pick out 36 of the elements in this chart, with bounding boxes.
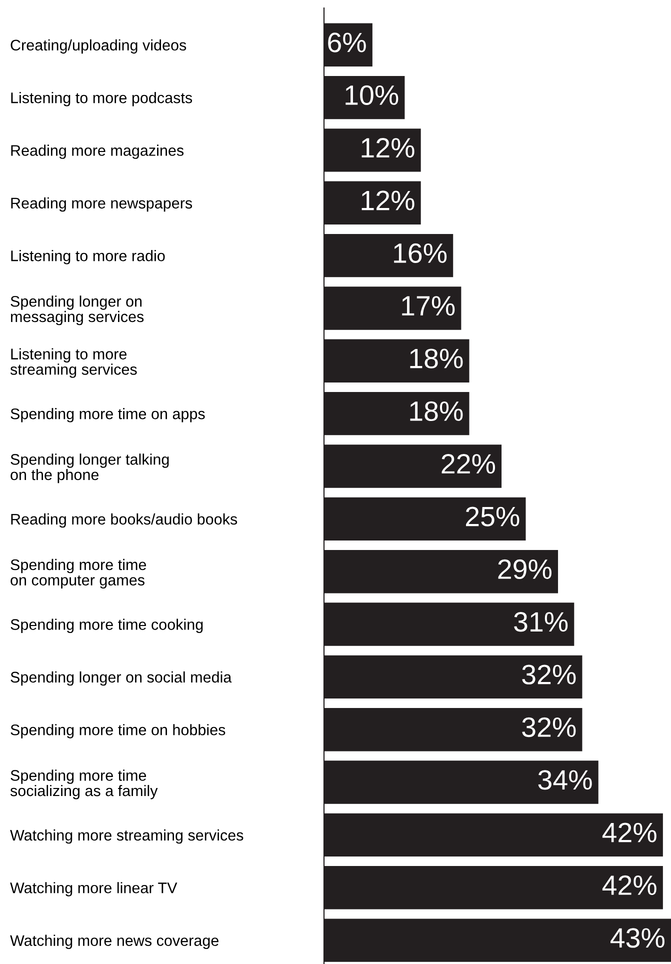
- data-label: 31%: [514, 612, 568, 632]
- data-label: 12%: [362, 138, 414, 158]
- y-tick-label: Spending more time on apps: [10, 408, 205, 422]
- data-label: 42%: [602, 822, 656, 842]
- data-label: 18%: [410, 348, 463, 368]
- y-tick-label: Spending longer on social media: [10, 671, 232, 686]
- y-tick-label: Watching more news coverage: [10, 934, 218, 950]
- data-label: 18%: [410, 401, 463, 422]
- data-label: 10%: [346, 85, 398, 105]
- data-label: 16%: [394, 243, 447, 264]
- y-tick-label: Watching more streaming services: [10, 829, 244, 844]
- y-tick-label: Spending more time socializing as a family: [10, 770, 158, 800]
- y-tick-label: Listening to more radio: [11, 250, 165, 264]
- y-tick-label: Watching more linear TV: [10, 882, 178, 896]
- data-label: 43%: [610, 928, 664, 948]
- y-tick-label: Reading more newspapers: [11, 197, 192, 212]
- data-label: 25%: [466, 506, 520, 526]
- y-tick-label: Spending more time on hobbies: [10, 724, 226, 738]
- data-label: 42%: [602, 875, 656, 895]
- data-label: 32%: [522, 717, 576, 738]
- data-label: 32%: [522, 664, 576, 684]
- y-tick-label: Reading more magazines: [11, 144, 184, 159]
- data-label: 22%: [442, 454, 495, 474]
- y-tick-label: Creating/uploading videos: [10, 39, 186, 54]
- y-tick-label: Spending longer on messaging services: [10, 296, 144, 326]
- y-tick-label: Listening to more streaming services: [10, 348, 137, 378]
- data-label: 6%: [328, 32, 366, 52]
- y-tick-label: Reading more books/audio books: [11, 513, 238, 528]
- data-label: 34%: [538, 770, 592, 790]
- y-tick-label: Spending more time on computer games: [10, 558, 146, 589]
- data-label: 17%: [402, 296, 455, 316]
- data-label: 12%: [362, 190, 414, 210]
- y-tick-label: Spending more time cooking: [10, 618, 203, 633]
- data-label: 29%: [498, 559, 552, 580]
- y-tick-label: Spending longer talking on the phone: [10, 454, 169, 484]
- y-tick-label: Listening to more podcasts: [11, 92, 192, 106]
